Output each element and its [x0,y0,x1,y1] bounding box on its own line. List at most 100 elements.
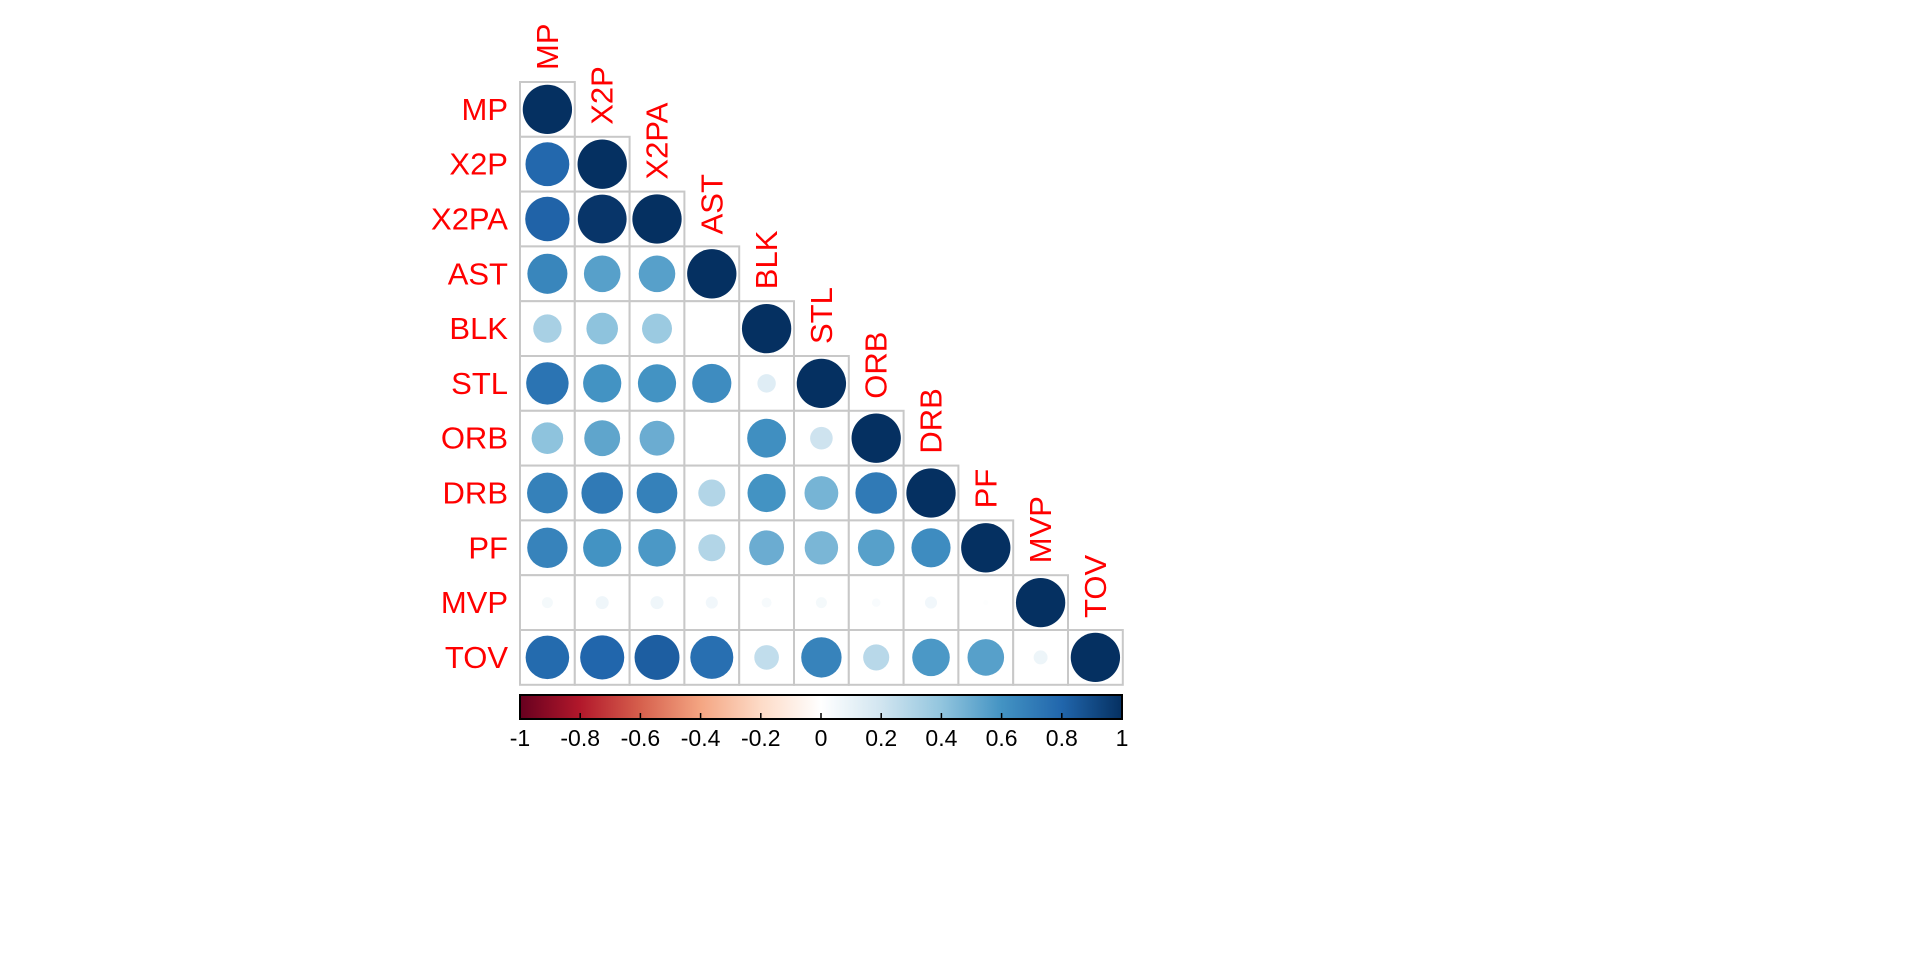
corr-circle-STL-MP [526,362,569,405]
row-label-MVP: MVP [441,585,508,620]
corr-circle-DRB-DRB [906,468,956,518]
corr-circle-TOV-STL [801,637,842,678]
corr-circle-PF-PF [961,523,1011,573]
corr-circle-X2PA-X2P [577,194,627,244]
corr-circle-MVP-MP [541,597,553,609]
corr-circle-STL-STL [796,358,847,409]
corr-circle-TOV-DRB [912,638,950,677]
col-label-STL: STL [804,287,839,344]
corr-circle-DRB-BLK [747,473,786,513]
corr-circle-ORB-STL [810,426,833,450]
row-label-MP: MP [462,92,509,127]
col-label-BLK: BLK [749,230,784,289]
corr-circle-MVP-AST [705,596,718,609]
row-label-TOV: TOV [445,640,508,675]
corr-circle-TOV-X2P [580,635,625,680]
column-labels: MP X2P X2PA AST BLK STL ORB DRB PF MVP TOV [530,24,1113,619]
colorbar-tick-label: 0.4 [925,725,957,751]
colorbar-tick-label: -0.2 [741,725,781,751]
corr-circle-BLK-BLK [741,303,792,354]
col-label-MVP: MVP [1023,496,1058,563]
corr-circle-ORB-ORB [851,413,901,463]
row-label-X2PA: X2PA [431,202,508,237]
col-label-DRB: DRB [914,388,949,453]
col-label-AST: AST [694,174,729,234]
colorbar-tick-label: -0.8 [560,725,600,751]
corr-circle-ORB-X2P [584,420,621,457]
colorbar-tick-label: 0.8 [1046,725,1078,751]
corr-circle-TOV-TOV [1070,632,1121,683]
colorbar-tick-label: 0.6 [986,725,1018,751]
corr-circle-PF-DRB [911,528,951,568]
corr-circle-DRB-X2PA [636,472,678,514]
corr-circle-X2P-X2P [577,139,627,189]
corr-circle-STL-AST [692,363,732,403]
correlation-circles [522,84,1121,683]
corr-circle-MVP-DRB [924,596,938,609]
corr-circle-PF-ORB [857,529,895,567]
corr-circle-PF-STL [804,531,839,565]
cell-ORB-MP [519,409,576,467]
cell-ORB-AST [683,409,741,467]
col-label-TOV: TOV [1078,555,1113,618]
corr-circle-MVP-X2P [595,596,609,610]
row-labels: MP X2P X2PA AST BLK STL ORB DRB PF MVP TOV [431,92,508,675]
corr-circle-AST-X2P [583,255,621,293]
row-label-DRB: DRB [443,476,508,511]
corr-circle-AST-X2PA [638,255,676,293]
corr-circle-MVP-BLK [761,597,772,608]
row-label-ORB: ORB [441,421,508,456]
corr-circle-TOV-MP [525,635,570,680]
colorbar-tick-label: 1 [1116,725,1129,751]
corr-circle-MVP-X2PA [650,596,664,610]
col-label-X2P: X2P [585,66,620,125]
corr-circle-MVP-MVP [1015,577,1066,628]
corr-circle-MVP-ORB [871,598,881,607]
corr-circle-STL-X2P [583,364,622,403]
colorbar-tick-label: 0 [815,725,828,751]
corr-circle-DRB-ORB [855,472,897,514]
corr-circle-ORB-BLK [747,418,787,458]
corr-circle-AST-MP [527,253,568,294]
corr-circle-DRB-STL [804,476,839,510]
corr-circle-MVP-PF [983,600,989,606]
corr-circle-BLK-MP [533,314,562,343]
corr-circle-BLK-X2PA [642,313,672,344]
corr-circle-PF-BLK [749,530,785,566]
corr-circle-MVP-STL [815,597,827,609]
corr-circle-TOV-AST [690,635,734,679]
colorbar-tick-label: -0.6 [621,725,661,751]
corr-circle-TOV-MVP [1033,650,1048,665]
corr-circle-DRB-AST [698,479,726,507]
cell-BLK-AST [683,300,741,358]
corr-circle-STL-X2PA [637,364,677,403]
corr-circle-AST-AST [687,249,737,299]
row-label-X2P: X2P [449,147,508,182]
row-label-AST: AST [448,256,508,291]
row-label-BLK: BLK [449,311,508,346]
corr-circle-TOV-ORB [863,644,890,671]
corr-circle-DRB-X2P [581,472,623,514]
corr-circle-PF-MP [527,527,568,568]
row-label-STL: STL [451,366,508,401]
corr-circle-TOV-X2PA [634,634,680,680]
corr-circle-ORB-X2PA [639,420,675,456]
corr-circle-DRB-MP [527,472,568,514]
corr-circle-MP-MP [522,84,573,135]
col-label-X2PA: X2PA [640,102,675,179]
col-label-ORB: ORB [859,332,894,399]
colorbar-tick-label: -0.4 [681,725,721,751]
corr-circle-BLK-X2P [586,312,618,345]
col-label-PF: PF [968,469,1003,509]
corr-circle-X2PA-MP [525,196,570,242]
colorbar-ticks: -1 -0.8 -0.6 -0.4 -0.2 0 0.2 0.4 0.6 0.8 1 [510,713,1129,751]
corr-circle-TOV-BLK [754,645,779,670]
col-label-MP: MP [530,24,565,71]
corr-circle-PF-X2P [583,528,622,567]
corr-circle-X2PA-X2PA [632,194,682,244]
corr-circle-X2P-MP [525,142,570,187]
corr-circle-TOV-PF [967,639,1005,676]
colorbar-tick-label: 0.2 [865,725,897,751]
corr-circle-ORB-MP [531,422,564,454]
